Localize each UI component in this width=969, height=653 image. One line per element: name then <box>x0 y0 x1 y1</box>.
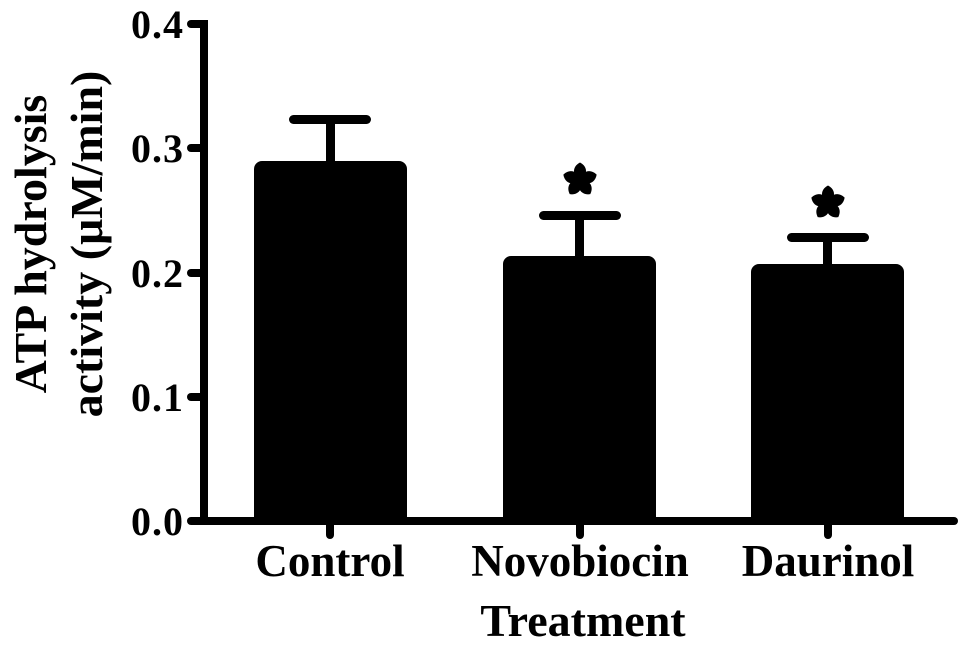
y-tick-0.3 <box>187 144 204 152</box>
y-tick-0.2 <box>187 269 204 277</box>
y-tick-0.0 <box>187 517 204 525</box>
x-tick-label-novobiocin: Novobiocin <box>471 536 689 586</box>
y-tick-label-0.4: 0.4 <box>131 2 184 47</box>
significance-asterisk-icon-novobiocin <box>560 160 600 200</box>
y-tick-label-0.1: 0.1 <box>131 375 184 420</box>
y-axis-title-line1: ATP hydrolysis <box>5 94 56 394</box>
error-bar-cap-daurinol <box>787 233 869 242</box>
bar-novobiocin <box>503 256 656 523</box>
y-tick-label-0.2: 0.2 <box>131 251 184 296</box>
x-axis-line <box>200 517 958 525</box>
significance-asterisk-icon-daurinol <box>808 183 848 223</box>
x-axis-title: Treatment <box>480 595 686 646</box>
x-tick-daurinol <box>824 525 832 539</box>
x-tick-label-control: Control <box>255 536 405 586</box>
y-tick-0.1 <box>187 393 204 401</box>
error-bar-stem-control <box>326 120 335 161</box>
y-tick-0.4 <box>187 20 204 28</box>
y-tick-label-0.3: 0.3 <box>131 126 184 171</box>
error-bar-stem-daurinol <box>823 238 832 264</box>
bar-daurinol <box>751 264 904 523</box>
error-bar-cap-control <box>289 115 371 124</box>
x-tick-label-daurinol: Daurinol <box>741 536 915 586</box>
error-bar-cap-novobiocin <box>539 211 621 220</box>
y-tick-label-0.0: 0.0 <box>131 499 184 544</box>
bar-control <box>254 161 407 523</box>
x-tick-control <box>326 525 334 539</box>
x-tick-novobiocin <box>576 525 584 539</box>
error-bar-stem-novobiocin <box>575 215 584 256</box>
y-axis-line <box>200 20 208 525</box>
